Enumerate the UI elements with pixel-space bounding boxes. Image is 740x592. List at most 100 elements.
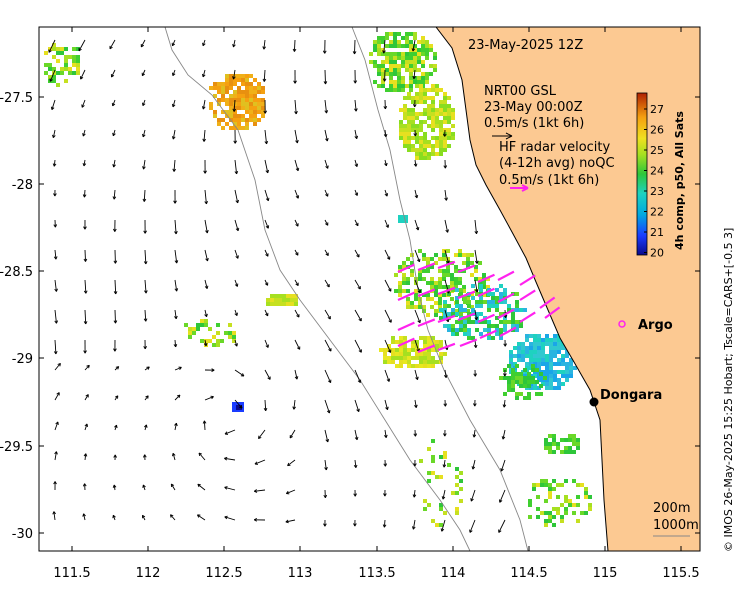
- sst-pixel: [403, 348, 407, 352]
- model-vector: [197, 483, 206, 491]
- sst-pixel: [503, 316, 507, 320]
- sst-pixel: [552, 479, 556, 483]
- sst-pixel: [450, 273, 454, 277]
- model-vector-head: [83, 258, 88, 262]
- sst-pixel: [564, 450, 568, 454]
- sst-pixel: [419, 128, 423, 132]
- sst-pixel: [427, 356, 431, 360]
- sst-pixel: [401, 36, 405, 40]
- sst-pixel: [553, 354, 557, 358]
- sst-pixel: [72, 47, 76, 51]
- sst-pixel: [549, 370, 553, 374]
- model-vector: [354, 129, 358, 139]
- sst-pixel: [409, 32, 413, 36]
- sst-pixel: [422, 277, 426, 281]
- radar-label-line3: 0.5m/s (1kt 6h): [499, 173, 599, 188]
- sst-pixel: [503, 328, 507, 332]
- sst-pixel: [533, 358, 537, 362]
- sst-pixel: [434, 261, 438, 265]
- sst-pixel: [406, 301, 410, 305]
- sst-pixel: [455, 300, 459, 304]
- isobath-label-200m: 200m: [653, 501, 690, 516]
- sst-pixel: [486, 285, 490, 289]
- sst-pixel: [419, 148, 423, 152]
- sst-pixel: [381, 68, 385, 72]
- sst-pixel: [569, 358, 573, 362]
- model-vector: [414, 189, 418, 199]
- sst-pixel: [443, 116, 447, 120]
- sst-pixel: [241, 82, 245, 86]
- date-label: 23-May-2025 12Z: [468, 38, 583, 53]
- sst-pixel: [487, 308, 491, 312]
- sst-pixel: [537, 362, 541, 366]
- sst-pixel: [470, 273, 474, 277]
- sst-pixel: [249, 106, 253, 110]
- sst-pixel: [446, 265, 450, 269]
- sst-pixel: [442, 253, 446, 257]
- sst-pixel: [418, 273, 422, 277]
- sst-pixel: [397, 84, 401, 88]
- model-vector-head: [83, 226, 87, 230]
- model-vector: [233, 69, 236, 80]
- model-vector: [384, 219, 389, 228]
- model-vector: [143, 159, 146, 170]
- model-vector: [83, 189, 86, 198]
- model-vector-head: [171, 103, 176, 108]
- sst-pixel: [261, 114, 265, 118]
- sst-pixel: [435, 92, 439, 96]
- model-vector-head: [285, 490, 290, 495]
- model-vector: [264, 219, 269, 229]
- sst-pixel: [527, 392, 531, 396]
- model-vector: [414, 249, 420, 262]
- sst-pixel: [525, 346, 529, 350]
- sst-pixel: [427, 447, 431, 451]
- model-vector-head: [52, 163, 57, 167]
- sst-pixel: [421, 60, 425, 64]
- sst-pixel: [439, 340, 443, 344]
- sst-pixel: [414, 297, 418, 301]
- sst-pixel: [499, 336, 503, 340]
- sst-pixel: [435, 116, 439, 120]
- sst-pixel: [397, 64, 401, 68]
- sst-pixel: [212, 335, 216, 339]
- model-vector-head: [143, 346, 147, 350]
- model-vector: [263, 69, 266, 82]
- model-vector-head: [144, 424, 148, 428]
- sst-pixel: [438, 277, 442, 281]
- sst-pixel: [561, 346, 565, 350]
- sst-pixel: [44, 63, 48, 67]
- sst-pixel: [68, 55, 72, 59]
- sst-pixel: [423, 156, 427, 160]
- place-argo: Argo: [618, 318, 673, 333]
- sst-pixel: [253, 98, 257, 102]
- sst-pixel: [552, 450, 556, 454]
- model-vector-head: [323, 523, 327, 527]
- model-vector: [224, 516, 236, 521]
- model-vector-head: [295, 167, 300, 172]
- sst-pixel: [523, 376, 527, 380]
- sst-pixel: [241, 74, 245, 78]
- sst-pixel: [233, 90, 237, 94]
- sst-pixel: [393, 56, 397, 60]
- sst-pixel: [402, 273, 406, 277]
- sst-pixel: [454, 285, 458, 289]
- sst-pixel: [454, 269, 458, 273]
- sst-pixel: [446, 273, 450, 277]
- sst-pixel: [495, 308, 499, 312]
- sst-pixel: [557, 358, 561, 362]
- sst-pixel: [455, 312, 459, 316]
- radar-vector: [457, 290, 476, 300]
- model-vector: [473, 429, 476, 438]
- model-vector: [112, 129, 116, 136]
- sst-pixel: [407, 348, 411, 352]
- sst-pixel: [447, 312, 451, 316]
- sst-pixel: [229, 98, 233, 102]
- sst-pixel: [548, 487, 552, 491]
- sst-pixel: [232, 331, 236, 335]
- model-vector: [384, 339, 391, 353]
- sst-pixel: [541, 346, 545, 350]
- sst-pixel: [421, 36, 425, 40]
- model-vector-head: [143, 230, 147, 234]
- sst-pixel: [545, 362, 549, 366]
- sst-pixel: [560, 438, 564, 442]
